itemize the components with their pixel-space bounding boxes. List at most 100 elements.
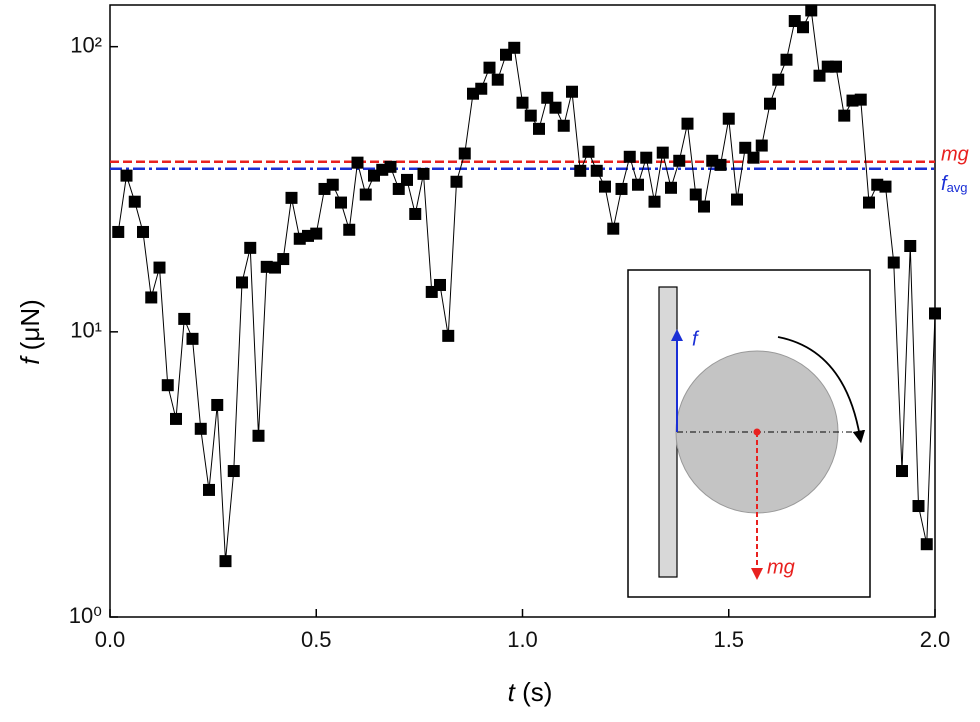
data-point — [524, 109, 537, 122]
data-point — [211, 398, 224, 411]
data-point — [417, 167, 430, 180]
data-point — [153, 261, 166, 274]
force-label: f — [692, 328, 700, 350]
rotation-arrow — [777, 336, 866, 444]
data-point — [120, 169, 133, 182]
data-point — [359, 188, 372, 201]
data-point — [549, 101, 562, 114]
data-point — [508, 41, 521, 54]
data-point — [854, 93, 867, 106]
data-point — [574, 164, 587, 177]
data-point — [384, 160, 397, 173]
data-point — [813, 69, 826, 82]
data-point — [335, 196, 347, 209]
data-point — [648, 195, 661, 208]
data-point — [879, 180, 892, 193]
x-axis-symbol: t — [508, 677, 517, 707]
data-point — [343, 223, 356, 236]
data-point — [896, 465, 908, 478]
data-point — [145, 291, 158, 304]
data-point — [739, 141, 752, 154]
x-tick-label: 2.0 — [920, 627, 951, 652]
data-point — [277, 253, 290, 266]
data-point — [615, 182, 628, 195]
data-point — [830, 60, 842, 73]
data-point — [170, 412, 182, 425]
y-tick-label: 10² — [70, 32, 102, 57]
inset-diagram: f mg — [627, 269, 871, 598]
data-point — [681, 117, 694, 130]
data-point — [838, 109, 851, 122]
x-tick-label: 1.5 — [713, 627, 744, 652]
y-tick-label: 10¹ — [70, 318, 102, 343]
data-point — [310, 227, 323, 240]
data-point — [128, 195, 141, 208]
data-point — [665, 181, 677, 194]
data-point — [252, 429, 265, 442]
data-point — [236, 276, 248, 289]
weight-label: mg — [767, 556, 795, 578]
data-point — [698, 200, 710, 213]
data-point — [656, 146, 669, 159]
data-point — [434, 278, 446, 291]
wall — [658, 286, 678, 578]
data-point — [607, 222, 620, 235]
data-point — [632, 178, 644, 191]
data-point — [731, 193, 743, 206]
data-point — [590, 164, 603, 177]
data-point — [533, 122, 545, 135]
data-point — [285, 191, 298, 204]
y-axis-unit: (μN) — [15, 299, 45, 350]
data-point — [689, 188, 702, 201]
data-point — [929, 307, 941, 320]
x-tick-label: 0.0 — [95, 627, 126, 652]
center-dot — [753, 428, 761, 436]
data-point — [863, 196, 875, 209]
data-point — [516, 96, 529, 109]
data-point — [566, 85, 578, 98]
data-point — [401, 173, 413, 186]
data-point — [458, 147, 471, 160]
data-point — [227, 465, 240, 478]
data-point — [599, 180, 611, 193]
data-point — [623, 150, 636, 163]
x-tick-label: 0.5 — [301, 627, 332, 652]
data-point — [673, 154, 686, 167]
data-point — [722, 112, 735, 125]
data-point — [887, 256, 900, 269]
reference-label-main: mg — [941, 144, 969, 166]
reference-label: mg — [941, 144, 969, 166]
x-tick-label: 1.0 — [507, 627, 538, 652]
data-point — [112, 225, 125, 238]
x-axis-unit: (s) — [522, 677, 552, 707]
data-point — [442, 329, 455, 342]
data-point — [137, 225, 149, 238]
data-point — [920, 538, 933, 551]
data-point — [450, 175, 463, 188]
data-point — [747, 151, 760, 164]
data-point — [326, 178, 339, 191]
data-point — [483, 61, 496, 74]
data-point — [392, 182, 405, 195]
data-point — [714, 158, 727, 171]
data-point — [557, 119, 570, 132]
data-point — [912, 500, 925, 513]
data-point — [772, 73, 785, 86]
data-point — [797, 21, 809, 34]
reference-label-sub: avg — [947, 180, 968, 195]
data-point — [904, 239, 917, 252]
data-point — [194, 422, 207, 435]
y-axis-symbol: f — [15, 355, 45, 365]
data-point — [351, 156, 364, 169]
data-point — [244, 241, 257, 254]
data-point — [780, 53, 793, 66]
data-point — [640, 151, 653, 164]
data-point — [161, 379, 174, 392]
y-axis-label: f (μN) — [15, 299, 45, 365]
data-point — [491, 73, 504, 86]
y-tick-label: 10⁰ — [69, 603, 102, 628]
data-point — [203, 483, 215, 496]
reference-label: favg — [941, 173, 968, 195]
data-point — [541, 91, 554, 104]
